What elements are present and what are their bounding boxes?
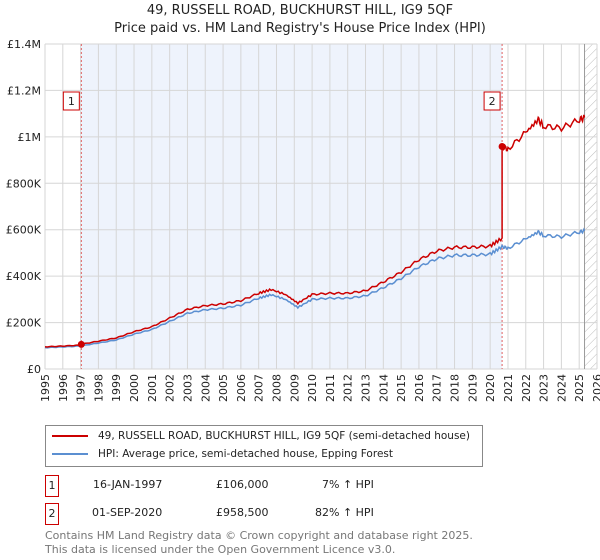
sale-point bbox=[77, 340, 85, 348]
x-tick-label: 2012 bbox=[342, 374, 355, 402]
x-tick-label: 2013 bbox=[360, 374, 373, 402]
x-tick-label: 1997 bbox=[75, 374, 88, 402]
sale-point bbox=[498, 142, 506, 150]
x-tick-label: 2005 bbox=[217, 374, 230, 402]
sale-marker: 2 bbox=[45, 503, 59, 525]
x-tick-label: 2003 bbox=[181, 374, 194, 402]
x-tick-label: 2018 bbox=[449, 374, 462, 402]
x-tick-label: 1996 bbox=[57, 374, 70, 402]
x-tick-label: 2023 bbox=[538, 374, 551, 402]
chart-title: 49, RUSSELL ROAD, BUCKHURST HILL, IG9 5Q… bbox=[146, 3, 454, 18]
y-tick-label: £0 bbox=[27, 363, 41, 376]
y-tick-label: £1M bbox=[18, 131, 42, 144]
sale-date: 01-SEP-2020 bbox=[92, 506, 163, 519]
x-tick-label: 2025 bbox=[573, 374, 586, 402]
x-tick-label: 2024 bbox=[555, 374, 568, 402]
x-tick-label: 2004 bbox=[199, 374, 212, 402]
x-tick-label: 2017 bbox=[431, 374, 444, 402]
footer-line-1: Contains HM Land Registry data © Crown c… bbox=[45, 529, 473, 542]
property-line bbox=[44, 114, 586, 348]
x-tick-label: 2000 bbox=[128, 374, 141, 402]
footer: Contains HM Land Registry data © Crown c… bbox=[45, 529, 473, 557]
hpi-line bbox=[44, 227, 586, 349]
sale-label: 2 bbox=[489, 95, 496, 108]
x-tick-label: 2022 bbox=[520, 374, 533, 402]
sale-period-shade bbox=[81, 44, 503, 369]
legend-blue-line bbox=[52, 453, 88, 455]
plot-area: 1995 1996 1997 1998 1999 2000 2001 2002 2003 2004… bbox=[6, 38, 600, 402]
y-tick-label: £200K bbox=[6, 317, 42, 330]
x-tick-label: 2019 bbox=[466, 374, 479, 402]
x-tick-label: 2026 bbox=[591, 374, 600, 402]
y-tick-label: £1.2M bbox=[7, 84, 41, 97]
x-tick-label: 1995 bbox=[39, 374, 52, 402]
x-tick-label: 2002 bbox=[164, 374, 177, 402]
sale-label: 1 bbox=[68, 95, 75, 108]
sale-label-box bbox=[483, 91, 501, 111]
x-tick-label: 2014 bbox=[377, 374, 390, 402]
x-tick-label: 2010 bbox=[306, 374, 319, 402]
x-tick-label: 2007 bbox=[253, 374, 266, 402]
x-tick-label: 2011 bbox=[324, 374, 337, 402]
x-tick-label: 2016 bbox=[413, 374, 426, 402]
x-tick-label: 1999 bbox=[110, 374, 123, 402]
y-tick-label: £600K bbox=[6, 224, 42, 237]
legend-property: 49, RUSSELL ROAD, BUCKHURST HILL, IG9 5Q… bbox=[98, 430, 470, 442]
sale-price: £958,500 bbox=[216, 506, 269, 519]
x-tick-label: 2009 bbox=[288, 374, 301, 402]
chart-subtitle: Price paid vs. HM Land Registry's House … bbox=[114, 21, 486, 36]
x-tick-label: 2001 bbox=[146, 374, 159, 402]
x-tick-label: 2021 bbox=[502, 374, 515, 402]
y-tick-label: £400K bbox=[6, 270, 42, 283]
sale-price: £106,000 bbox=[216, 478, 269, 491]
legend: 49, RUSSELL ROAD, BUCKHURST HILL, IG9 5Q… bbox=[45, 425, 483, 467]
sale-date: 16-JAN-1997 bbox=[93, 478, 163, 491]
sale-label-box bbox=[62, 91, 80, 111]
y-tick-label: £1.4M bbox=[7, 38, 41, 51]
legend-hpi: HPI: Average price, semi-detached house,… bbox=[98, 448, 393, 460]
sale-marker: 1 bbox=[45, 475, 59, 497]
sale-hpi: 82% ↑ HPI bbox=[315, 506, 374, 519]
x-tick-label: 2008 bbox=[270, 374, 283, 402]
y-tick-label: £800K bbox=[6, 177, 42, 190]
x-tick-label: 2020 bbox=[484, 374, 497, 402]
x-tick-label: 2015 bbox=[395, 374, 408, 402]
footer-line-2: This data is licensed under the Open Gov… bbox=[45, 543, 396, 556]
future-hatch bbox=[584, 44, 597, 369]
x-tick-label: 2006 bbox=[235, 374, 248, 402]
x-tick-label: 1998 bbox=[92, 374, 105, 402]
sale-hpi: 7% ↑ HPI bbox=[322, 478, 374, 491]
legend-red-line bbox=[52, 435, 88, 437]
